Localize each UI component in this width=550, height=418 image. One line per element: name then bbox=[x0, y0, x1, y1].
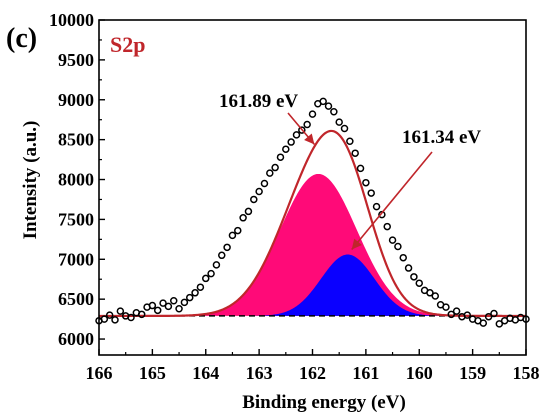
data-point bbox=[495, 320, 504, 328]
data-point bbox=[479, 319, 488, 327]
data-point bbox=[383, 222, 391, 231]
data-point bbox=[399, 253, 407, 262]
data-point bbox=[431, 292, 440, 300]
data-point bbox=[116, 307, 125, 315]
x-tick-label: 164 bbox=[192, 363, 219, 383]
data-point bbox=[105, 311, 114, 319]
data-point bbox=[452, 307, 461, 315]
data-point bbox=[298, 126, 306, 134]
data-point bbox=[153, 306, 162, 315]
data-point bbox=[207, 269, 215, 278]
data-point bbox=[276, 153, 285, 161]
data-point bbox=[362, 178, 370, 187]
data-point bbox=[260, 179, 269, 188]
y-tick-label: 10000 bbox=[49, 10, 94, 30]
data-point bbox=[356, 164, 365, 173]
annotation-peak-161-89: 161.89 eV bbox=[219, 91, 298, 112]
x-axis-title: Binding energy (eV) bbox=[242, 392, 406, 413]
data-point bbox=[351, 149, 359, 157]
data-point bbox=[175, 304, 183, 313]
data-point bbox=[394, 242, 402, 251]
data-point bbox=[292, 131, 301, 139]
data-point bbox=[463, 311, 472, 319]
data-point bbox=[223, 243, 231, 252]
data-point bbox=[212, 261, 221, 269]
data-point bbox=[303, 120, 311, 129]
arrow-shaft bbox=[351, 151, 433, 251]
data-point bbox=[346, 137, 354, 145]
data-point bbox=[266, 169, 274, 177]
data-point bbox=[442, 303, 450, 311]
data-point bbox=[234, 226, 242, 235]
y-tick-label: 7500 bbox=[58, 209, 94, 229]
data-point bbox=[308, 110, 317, 118]
y-tick-label: 6500 bbox=[58, 289, 94, 309]
annotation-arrow-161-34 bbox=[351, 151, 433, 251]
data-point bbox=[319, 97, 327, 106]
y-tick-label: 6000 bbox=[58, 329, 94, 349]
data-point bbox=[185, 293, 194, 302]
data-point bbox=[239, 214, 247, 222]
x-tick-label: 162 bbox=[299, 363, 326, 383]
y-tick-label: 7000 bbox=[58, 249, 94, 269]
data-point bbox=[340, 124, 349, 133]
data-point bbox=[388, 236, 397, 244]
y-tick-label: 9000 bbox=[58, 90, 94, 110]
data-point bbox=[282, 145, 290, 153]
data-point bbox=[180, 298, 189, 307]
data-point bbox=[148, 301, 157, 310]
axis-ticks: 166 165 164 163 162 161 160 159 158 6000 6500 7000 7… bbox=[49, 10, 540, 383]
data-point bbox=[202, 274, 210, 283]
peak-161-34-area bbox=[99, 254, 526, 316]
data-point bbox=[426, 289, 434, 297]
data-point bbox=[287, 138, 295, 146]
data-point bbox=[218, 251, 226, 260]
data-point bbox=[255, 187, 263, 196]
data-point bbox=[271, 163, 279, 172]
fitted-envelope-curve bbox=[99, 129, 526, 318]
annotation-arrow-161-89 bbox=[287, 112, 315, 145]
data-point bbox=[490, 309, 498, 318]
arrow-head bbox=[304, 133, 315, 145]
annotation-peak-161-34: 161.34 eV bbox=[402, 127, 481, 148]
data-point bbox=[324, 102, 333, 110]
plot-area bbox=[95, 97, 530, 328]
arrow-head bbox=[351, 238, 362, 250]
y-axis-title: Intensity (a.u.) bbox=[20, 121, 41, 240]
data-point bbox=[137, 310, 146, 319]
data-point bbox=[244, 207, 253, 216]
y-tick-label: 9500 bbox=[58, 50, 94, 70]
panel-label: (c) bbox=[6, 23, 37, 54]
data-point bbox=[367, 189, 375, 197]
data-point bbox=[447, 310, 456, 319]
data-point bbox=[111, 316, 119, 324]
data-point bbox=[250, 195, 258, 204]
x-tick-label: 158 bbox=[513, 363, 540, 383]
data-point bbox=[127, 313, 135, 322]
data-point bbox=[372, 202, 381, 211]
x-tick-label: 161 bbox=[352, 363, 379, 383]
y-tick-label: 8500 bbox=[58, 130, 94, 150]
x-tick-label: 165 bbox=[139, 363, 166, 383]
data-point bbox=[484, 312, 493, 321]
data-point bbox=[228, 231, 237, 240]
peak-161-89-area bbox=[99, 173, 526, 316]
data-point bbox=[335, 118, 343, 126]
x-tick-label: 160 bbox=[406, 363, 433, 383]
x-tick-label: 163 bbox=[246, 363, 273, 383]
x-tick-label: 166 bbox=[86, 363, 113, 383]
data-point bbox=[169, 297, 178, 305]
data-point bbox=[164, 302, 173, 311]
region-label: S2p bbox=[110, 32, 145, 57]
data-point bbox=[159, 299, 167, 307]
x-tick-label: 159 bbox=[459, 363, 486, 383]
data-point bbox=[191, 289, 199, 297]
data-point bbox=[415, 279, 423, 287]
data-point bbox=[404, 264, 413, 272]
data-point bbox=[410, 273, 418, 281]
y-tick-label: 8000 bbox=[58, 170, 94, 190]
data-point bbox=[196, 283, 205, 291]
data-point bbox=[330, 107, 338, 116]
